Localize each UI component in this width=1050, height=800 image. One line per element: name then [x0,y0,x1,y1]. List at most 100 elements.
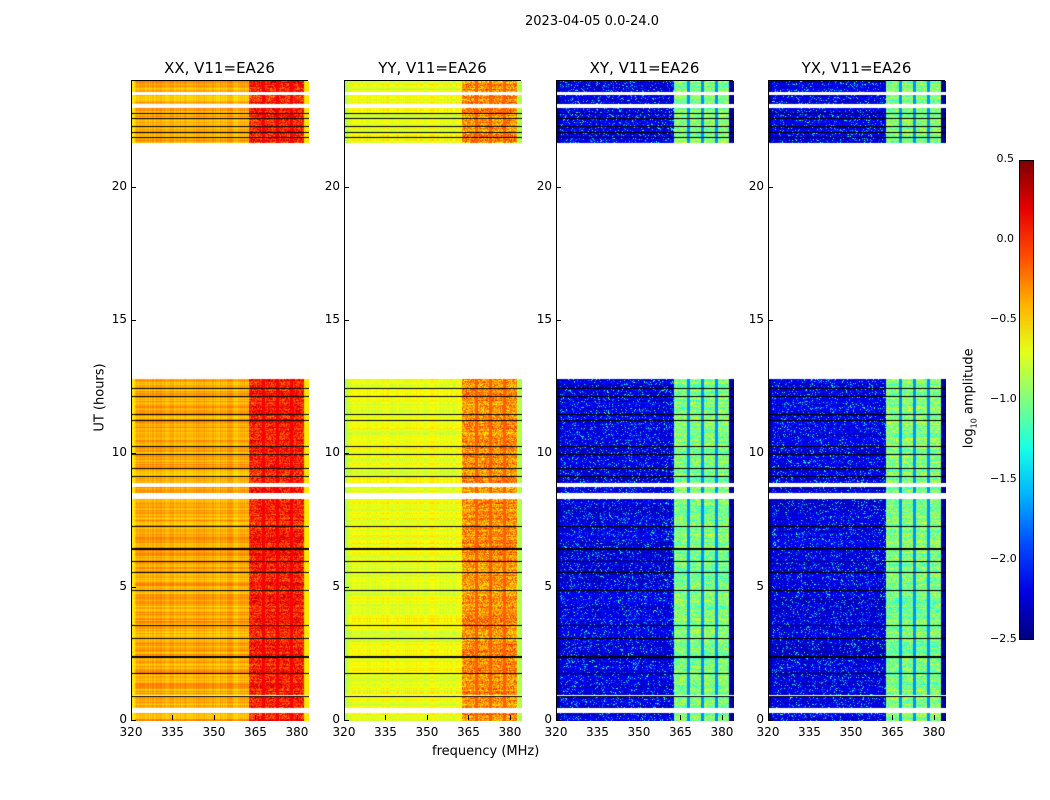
x-tick-mark [213,715,215,720]
y-tick-mark [768,453,773,455]
y-tick-mark [556,720,561,721]
y-tick-mark [768,186,773,188]
y-tick-label: 0 [544,712,552,726]
x-tick-mark [721,715,723,720]
x-tick-mark [638,715,640,720]
x-tick-mark [680,715,682,720]
y-tick-label: 15 [324,312,340,326]
x-tick-label: 320 [332,725,356,739]
heatmap-image [345,81,522,721]
y-tick-label: 10 [324,445,340,460]
y-tick-label: 15 [111,312,127,326]
y-tick-mark [344,586,349,588]
x-axis-label: frequency (MHz) [432,744,540,759]
colorbar-tick-label: −1.5 [990,472,1017,485]
figure-title: 2023-04-05 0.0-24.0 [525,14,659,29]
x-tick-mark [809,715,811,720]
x-tick-mark [850,715,852,720]
panel-title: YX, V11=EA26 [801,59,912,77]
y-tick-mark [768,720,773,721]
x-tick-label: 335 [586,725,609,739]
x-tick-mark [172,715,174,720]
x-tick-mark [892,715,894,720]
colorbar-tick-label: −1.0 [990,392,1017,405]
x-tick-label: 350 [415,725,439,739]
panel-title: XY, V11=EA26 [589,59,700,77]
x-tick-label: 320 [119,725,143,739]
heatmap-image [769,81,946,721]
y-tick-label: 0 [756,712,764,726]
colorbar-tick-label: −0.5 [990,312,1017,325]
y-tick-mark [768,586,773,588]
y-tick-mark [556,186,561,188]
y-tick-mark [131,586,136,588]
heatmap-image [557,81,734,721]
y-tick-mark [344,320,349,321]
y-tick-mark [344,720,349,721]
colorbar-tick-label: −2.0 [990,552,1017,565]
x-tick-label: 380 [922,725,946,739]
x-tick-mark [468,715,470,720]
y-tick-mark [768,320,773,321]
y-tick-label: 5 [756,578,764,593]
y-tick-mark [344,453,349,455]
x-tick-label: 365 [669,725,692,739]
heatmap-panel [131,80,309,721]
x-tick-label: 335 [374,725,397,739]
x-tick-label: 365 [457,725,480,739]
x-tick-label: 335 [798,725,821,739]
colorbar-tick-label: −2.5 [990,632,1017,645]
y-tick-mark [131,453,136,455]
y-tick-label: 15 [536,312,552,326]
x-tick-mark [556,715,557,720]
y-tick-label: 20 [748,178,764,193]
colorbar [1019,160,1034,640]
y-tick-label: 5 [332,578,340,593]
heatmap-panel [344,80,522,721]
x-tick-mark [344,715,345,720]
x-tick-mark [768,715,769,720]
y-tick-mark [131,720,136,721]
y-tick-label: 20 [111,178,127,193]
x-tick-mark [426,715,428,720]
y-tick-label: 0 [119,712,127,726]
x-tick-mark [131,715,132,720]
x-tick-mark [509,715,511,720]
y-axis-label: UT (hours) [92,363,108,432]
y-tick-label: 20 [324,178,340,193]
x-tick-mark [296,715,298,720]
y-tick-label: 15 [748,312,764,326]
heatmap-panel [768,80,946,721]
y-tick-label: 10 [748,445,764,460]
x-tick-label: 380 [285,725,309,739]
y-tick-label: 5 [544,578,552,593]
panel-title: YY, V11=EA26 [378,59,487,77]
y-tick-mark [131,320,136,321]
x-tick-label: 350 [839,725,863,739]
colorbar-label: log10 amplitude [961,348,979,449]
heatmap-image [132,81,309,721]
y-tick-mark [556,320,561,321]
x-tick-mark [933,715,935,720]
y-tick-mark [344,186,349,188]
colorbar-tick-label: 0.5 [996,152,1015,165]
y-tick-label: 10 [111,445,127,460]
x-tick-label: 380 [710,725,734,739]
y-tick-mark [131,186,136,188]
y-tick-label: 20 [536,178,552,193]
x-tick-mark [385,715,387,720]
y-tick-mark [556,586,561,588]
y-tick-label: 0 [332,712,340,726]
colorbar-tick-label: 0.0 [996,232,1015,245]
x-tick-label: 380 [498,725,522,739]
x-tick-label: 365 [244,725,267,739]
x-tick-label: 320 [544,725,568,739]
x-tick-label: 350 [627,725,651,739]
x-tick-label: 320 [756,725,780,739]
x-tick-label: 365 [881,725,904,739]
heatmap-panel [556,80,734,721]
panel-title: XX, V11=EA26 [164,59,275,77]
y-tick-label: 10 [536,445,552,460]
x-tick-mark [255,715,257,720]
